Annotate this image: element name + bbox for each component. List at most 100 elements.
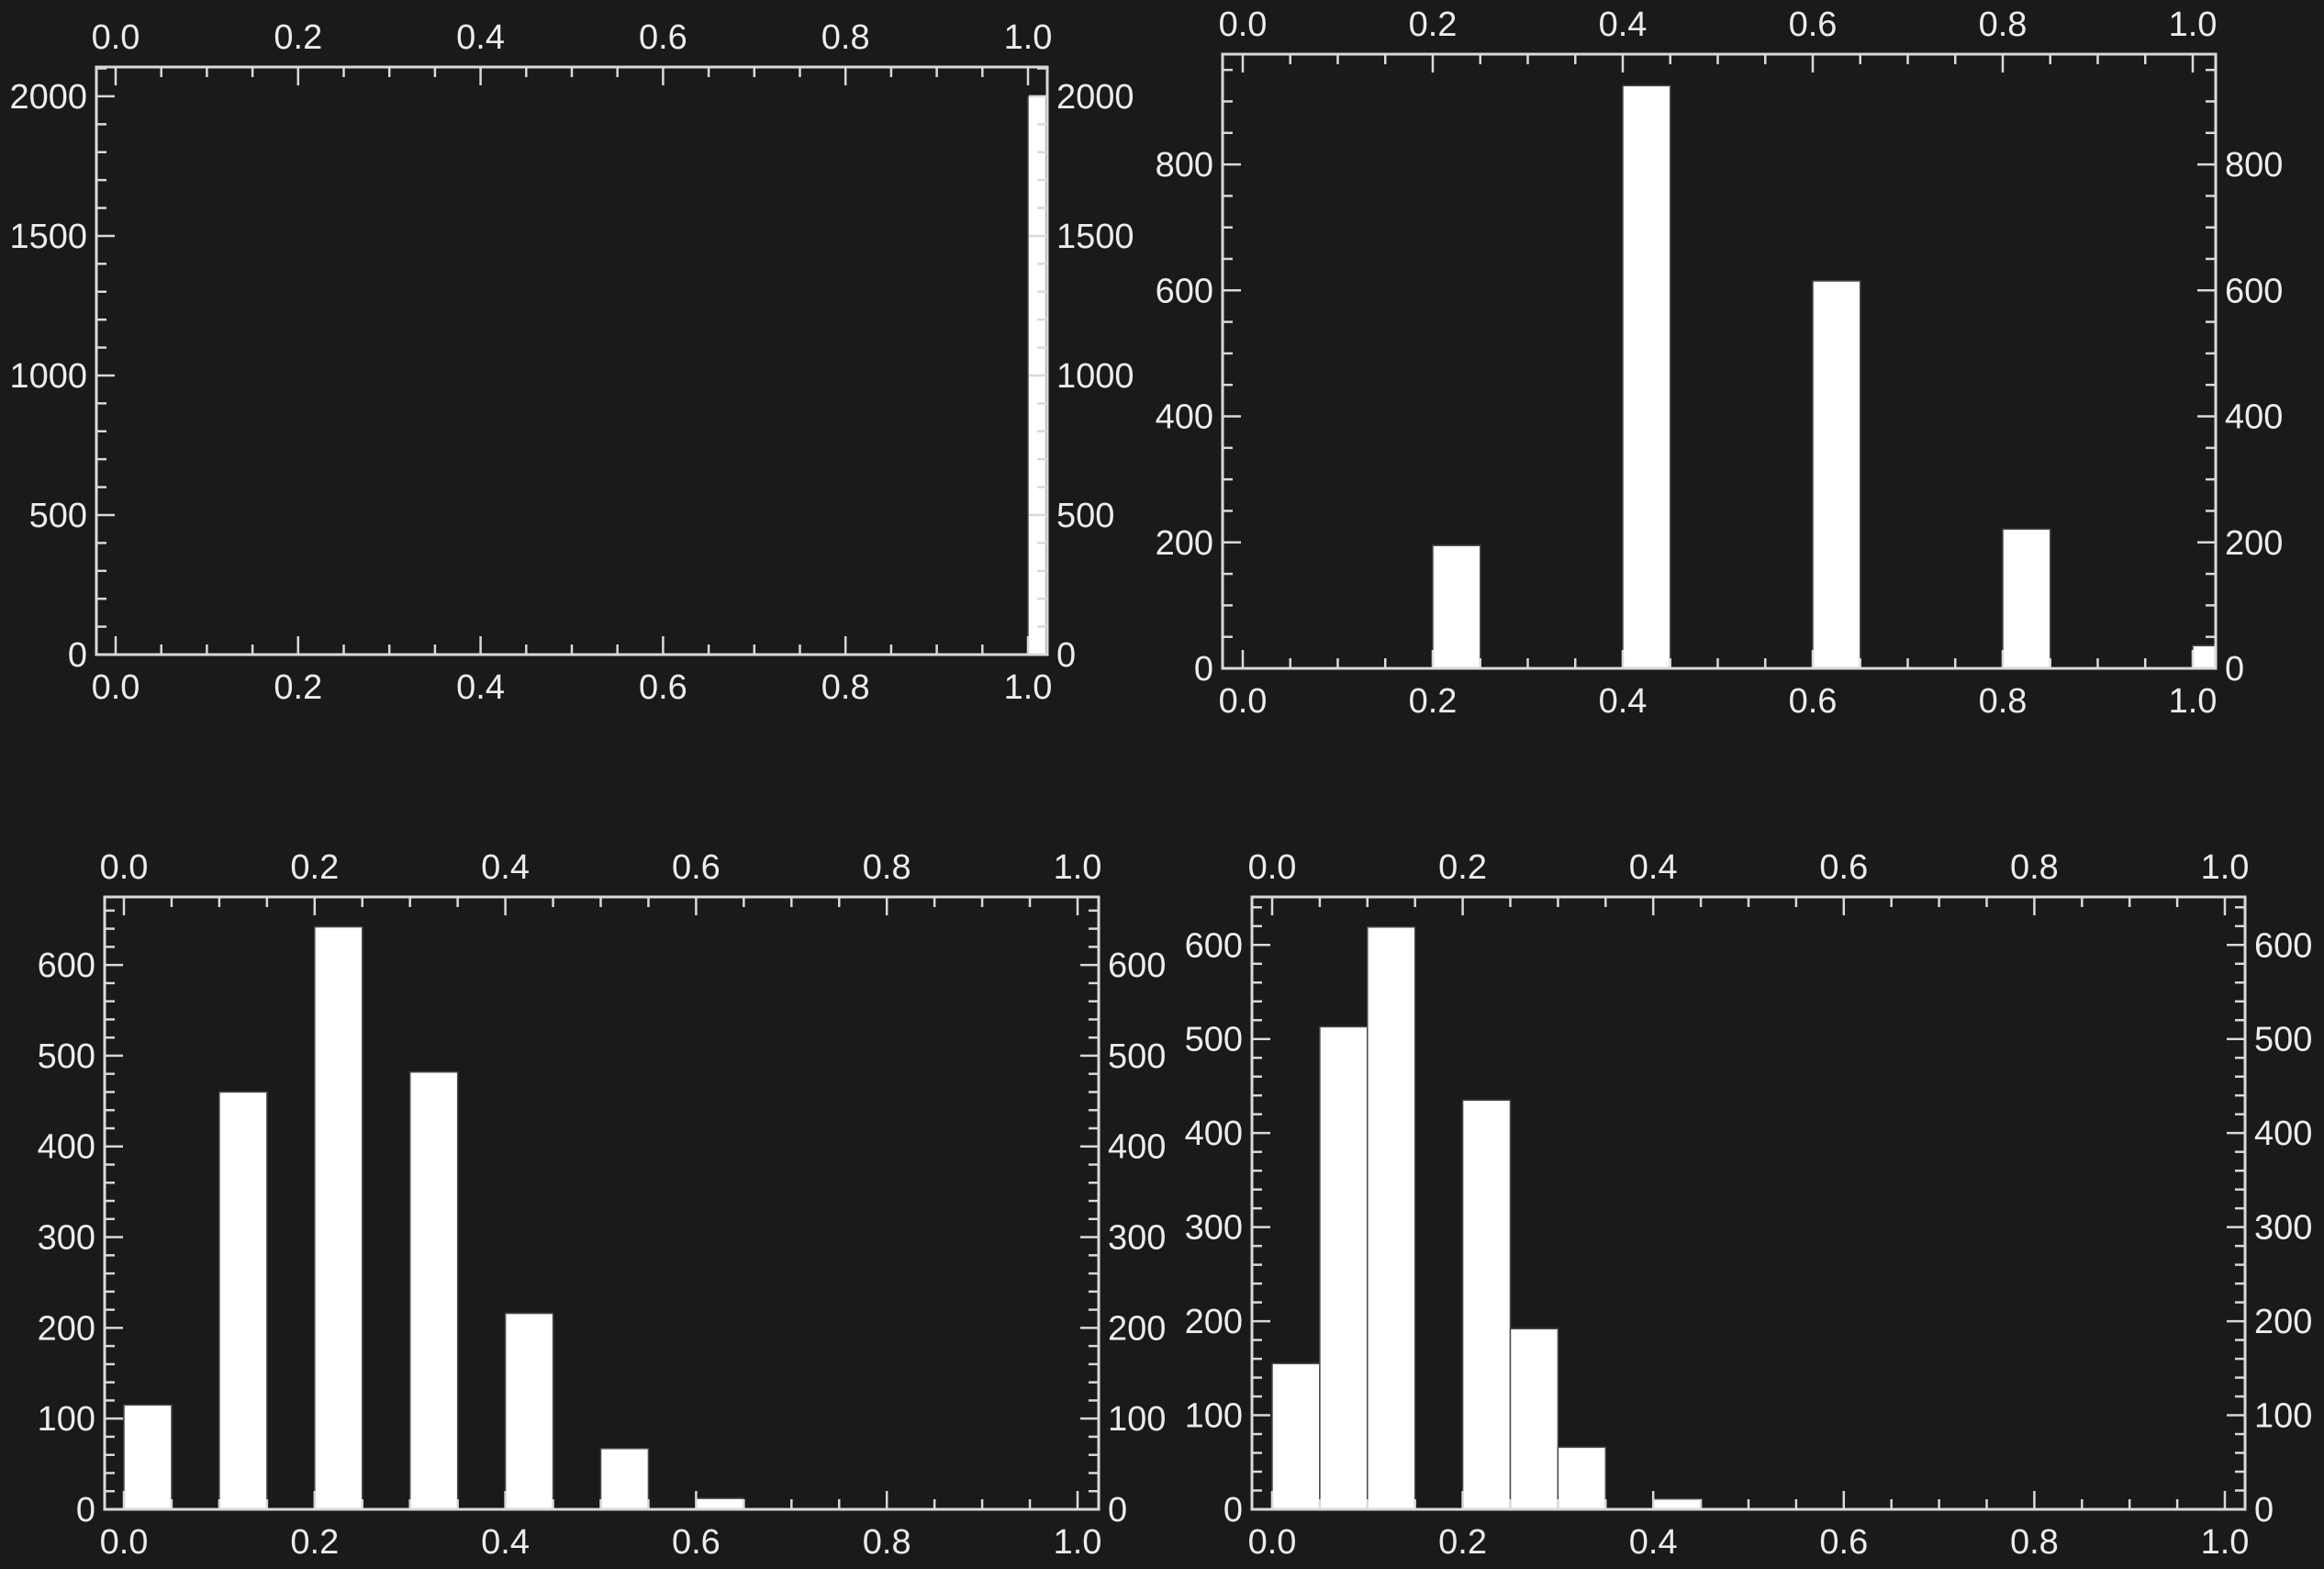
histogram-top-right: 0.00.00.20.20.40.40.60.60.80.81.01.00 020… [1156,6,2284,721]
plot-frame [1221,52,2218,670]
histogram-bottom-right: 0.00.00.20.20.40.40.60.60.80.81.01.00 010… [1185,848,2313,1562]
histogram-bar [1652,1497,1702,1509]
histogram-bar [2002,528,2051,668]
histogram-bottom-left: 0.00.00.20.20.40.40.60.60.80.81.01.00 010… [38,848,1167,1562]
plot-frame [95,65,1049,656]
x-tick-label-bottom: 0.4 [456,668,505,707]
y-tick-label-left: 500 [1185,1021,1243,1059]
x-tick-label-top: 0.4 [481,848,530,887]
histogram-bar [1271,1362,1321,1509]
x-tick-label-top: 0.6 [639,18,687,57]
y-tick-label-left: 600 [1156,272,1213,310]
y-tick-label-left: 600 [1185,926,1243,965]
histogram-bar [504,1312,554,1509]
x-tick-label-top: 0.0 [1219,6,1268,44]
y-tick-label-left: 500 [38,1037,95,1076]
histogram-bar [314,925,363,1509]
y-tick-label-left: 2000 [9,78,87,117]
histogram-bar [1367,926,1416,1509]
y-tick-label-left: 200 [38,1309,95,1348]
x-tick-label-bottom: 0.2 [1438,1523,1487,1562]
x-tick-label-bottom: 0.6 [672,1523,721,1562]
x-tick-label-top: 0.0 [100,848,149,887]
x-tick-label-top: 0.2 [1438,848,1487,887]
histogram-bar [1509,1328,1559,1509]
x-tick-label-top: 0.0 [1248,848,1297,887]
histogram-bar [1461,1099,1512,1509]
y-tick-label-left: 400 [1185,1115,1243,1153]
y-tick-label-left: 0 [76,1491,95,1530]
x-tick-label-bottom: 0.6 [1819,1523,1868,1562]
y-tick-label-right: 500 [1056,497,1114,535]
x-tick-label-bottom: 0.0 [1219,682,1268,721]
histogram-top-left: 0.00.00.20.20.40.40.60.60.80.81.01.00 050… [9,18,1134,707]
x-tick-label-top: 1.0 [2169,6,2218,44]
histogram-bar [1432,544,1481,668]
x-tick-label-top: 0.8 [1979,6,2028,44]
y-tick-label-left: 300 [1185,1209,1243,1248]
x-tick-label-top: 0.6 [1789,6,1838,44]
y-tick-label-right: 2000 [1056,78,1134,117]
y-tick-label-left: 600 [38,947,95,985]
y-tick-label-left: 400 [1156,398,1213,437]
x-tick-label-bottom: 0.4 [1599,682,1648,721]
x-tick-label-bottom: 0.8 [863,1523,911,1562]
x-tick-label-bottom: 0.8 [821,668,870,707]
histogram-bar [1319,1025,1369,1509]
histogram-bar [1557,1446,1607,1509]
y-tick-label-right: 1000 [1056,357,1134,396]
y-tick-label-right: 600 [2225,272,2283,310]
y-tick-label-left: 200 [1156,524,1213,563]
x-tick-label-top: 1.0 [1054,848,1102,887]
x-tick-label-top: 0.6 [672,848,721,887]
x-tick-label-top: 0.8 [2010,848,2059,887]
x-tick-label-top: 1.0 [2201,848,2250,887]
histogram-bar [1622,84,1671,668]
bars [1432,84,2216,668]
x-tick-label-bottom: 0.0 [92,668,140,707]
x-tick-label-bottom: 1.0 [2201,1523,2250,1562]
x-tick-label-bottom: 1.0 [2169,682,2218,721]
y-tick-label-right: 500 [2254,1021,2312,1059]
x-tick-label-bottom: 0.6 [639,668,687,707]
y-tick-label-left: 1500 [9,218,87,256]
histogram-bar [1812,280,1861,668]
bars [1271,926,1749,1509]
x-tick-label-bottom: 0.0 [1248,1523,1297,1562]
x-tick-label-top: 0.2 [1409,6,1458,44]
x-tick-label-bottom: 1.0 [1054,1523,1102,1562]
y-tick-label-left: 1000 [9,357,87,396]
y-tick-label-left: 500 [29,497,87,535]
x-tick-label-top: 0.4 [1629,848,1678,887]
y-tick-label-left: 800 [1156,146,1213,185]
histogram-bar [408,1070,459,1509]
x-tick-label-top: 0.4 [456,18,505,57]
y-tick-label-left: 400 [38,1128,95,1167]
y-tick-label-left: 0 [1223,1491,1243,1530]
x-tick-label-bottom: 0.2 [1409,682,1458,721]
bars [123,925,840,1509]
y-tick-label-right: 600 [1108,947,1166,985]
x-tick-label-top: 0.2 [274,18,322,57]
y-tick-label-right: 400 [2225,398,2283,437]
y-tick-label-left: 300 [38,1219,95,1258]
x-tick-label-bottom: 0.0 [100,1523,149,1562]
x-tick-label-top: 1.0 [1004,18,1053,57]
y-tick-label-right: 800 [2225,146,2283,185]
y-tick-label-right: 600 [2254,926,2312,965]
y-tick-label-right: 400 [1108,1128,1166,1167]
y-tick-label-right: 200 [2225,524,2283,563]
y-tick-label-right: 0 [1108,1491,1127,1530]
y-tick-label-right: 200 [1108,1309,1166,1348]
x-tick-label-bottom: 0.2 [290,1523,339,1562]
y-tick-label-left: 0 [1194,650,1213,689]
x-tick-label-bottom: 1.0 [1004,668,1053,707]
y-tick-label-left: 100 [38,1400,95,1439]
x-tick-label-bottom: 0.6 [1789,682,1838,721]
y-tick-label-right: 400 [2254,1115,2312,1153]
x-tick-label-top: 0.6 [1819,848,1868,887]
histogram-bar [123,1404,173,1509]
x-tick-label-bottom: 0.8 [2010,1523,2059,1562]
histogram-bar [218,1091,268,1509]
